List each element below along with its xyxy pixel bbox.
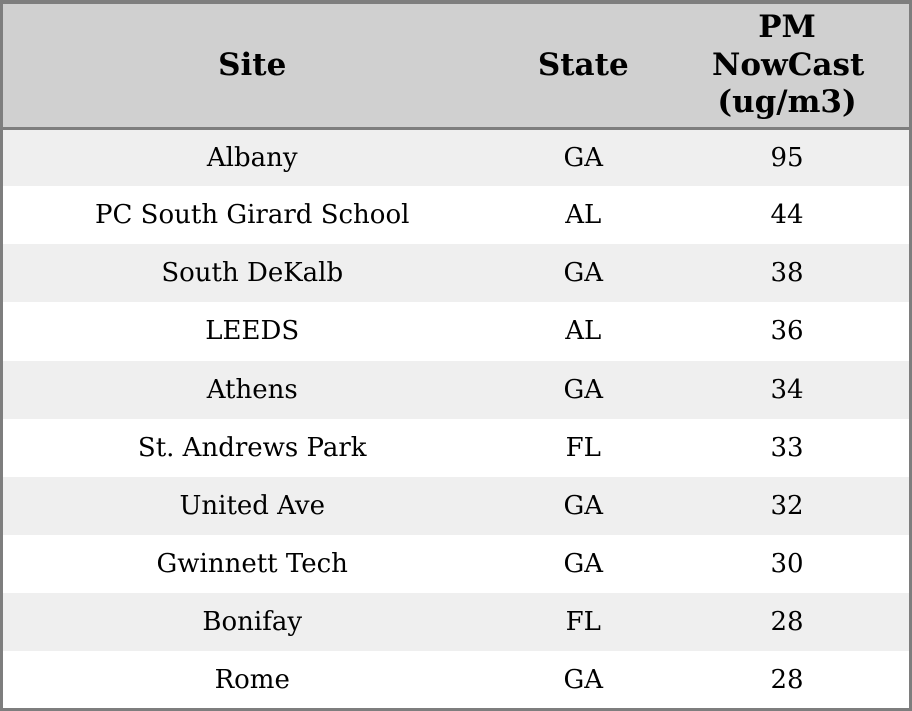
table-row: United Ave GA 32 xyxy=(1,476,911,535)
column-header-pm-nowcast: PM NowCast (ug/m3) xyxy=(665,2,911,130)
column-header-site: Site xyxy=(1,2,502,130)
site-cell: LEEDS xyxy=(1,302,502,361)
site-cell: Athens xyxy=(1,360,502,419)
column-header-pm-nowcast-label: PM NowCast (ug/m3) xyxy=(712,9,865,120)
table-row: Gwinnett Tech GA 30 xyxy=(1,534,911,594)
site-cell: St. Andrews Park xyxy=(1,418,502,477)
state-cell: GA xyxy=(501,244,666,303)
state-cell: GA xyxy=(501,476,666,535)
pm-value-cell: 95 xyxy=(665,128,911,187)
table-body: Albany GA 95 PC South Girard School AL 4… xyxy=(1,128,911,710)
state-cell: GA xyxy=(501,360,666,419)
table-row: South DeKalb GA 38 xyxy=(1,244,911,303)
state-cell: FL xyxy=(501,593,666,652)
table-row: Athens GA 34 xyxy=(1,360,911,419)
site-cell: Rome xyxy=(1,651,502,710)
header-row: Site State PM NowCast (ug/m3) xyxy=(1,2,911,130)
pm-value-cell: 28 xyxy=(665,593,911,652)
state-cell: GA xyxy=(501,128,666,187)
table-row: LEEDS AL 36 xyxy=(1,302,911,361)
state-cell: GA xyxy=(501,534,666,594)
site-cell: Bonifay xyxy=(1,593,502,652)
table-row: Rome GA 28 xyxy=(1,651,911,710)
state-cell: GA xyxy=(501,651,666,710)
table-row: Albany GA 95 xyxy=(1,128,911,187)
column-header-state: State xyxy=(501,2,666,130)
table-header: Site State PM NowCast (ug/m3) xyxy=(1,2,911,130)
state-cell: AL xyxy=(501,302,666,361)
table-row: St. Andrews Park FL 33 xyxy=(1,418,911,477)
site-cell: Gwinnett Tech xyxy=(1,534,502,594)
site-cell: PC South Girard School xyxy=(1,186,502,245)
pm-value-cell: 36 xyxy=(665,302,911,361)
site-cell: South DeKalb xyxy=(1,244,502,303)
pm-value-cell: 34 xyxy=(665,360,911,419)
state-cell: FL xyxy=(501,418,666,477)
site-cell: Albany xyxy=(1,128,502,187)
pm-value-cell: 28 xyxy=(665,651,911,710)
pm-value-cell: 32 xyxy=(665,476,911,535)
pm-value-cell: 30 xyxy=(665,534,911,594)
table-row: Bonifay FL 28 xyxy=(1,593,911,652)
table-row: PC South Girard School AL 44 xyxy=(1,186,911,245)
site-cell: United Ave xyxy=(1,476,502,535)
pm-value-cell: 33 xyxy=(665,418,911,477)
state-cell: AL xyxy=(501,186,666,245)
pm-value-cell: 38 xyxy=(665,244,911,303)
pm-value-cell: 44 xyxy=(665,186,911,245)
